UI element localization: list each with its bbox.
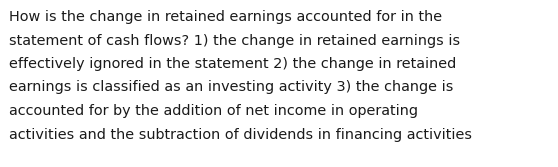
Text: activities and the subtraction of dividends in financing activities: activities and the subtraction of divide… xyxy=(9,127,472,141)
Text: effectively ignored in the statement 2) the change in retained: effectively ignored in the statement 2) … xyxy=(9,57,456,71)
Text: earnings is classified as an investing activity 3) the change is: earnings is classified as an investing a… xyxy=(9,80,453,95)
Text: accounted for by the addition of net income in operating: accounted for by the addition of net inc… xyxy=(9,104,418,118)
Text: How is the change in retained earnings accounted for in the: How is the change in retained earnings a… xyxy=(9,10,442,24)
Text: statement of cash flows? 1) the change in retained earnings is: statement of cash flows? 1) the change i… xyxy=(9,34,460,47)
